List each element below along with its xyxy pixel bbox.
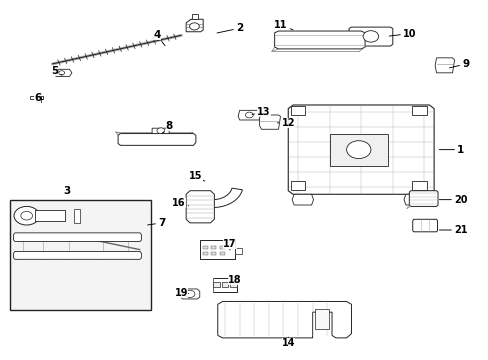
Polygon shape	[152, 128, 169, 134]
Bar	[211, 252, 216, 255]
Polygon shape	[180, 289, 200, 299]
Circle shape	[185, 291, 195, 297]
Text: 18: 18	[227, 275, 241, 285]
Text: 1: 1	[438, 145, 464, 155]
Polygon shape	[434, 58, 454, 73]
Text: 5: 5	[51, 66, 62, 76]
Text: 19: 19	[174, 288, 188, 297]
Polygon shape	[408, 191, 437, 206]
Bar	[35, 210, 64, 221]
Bar	[212, 282, 219, 287]
Polygon shape	[186, 19, 203, 32]
Circle shape	[14, 206, 39, 225]
Bar	[200, 240, 235, 259]
Polygon shape	[118, 134, 196, 145]
Bar	[211, 247, 216, 249]
Polygon shape	[259, 115, 280, 129]
Polygon shape	[238, 111, 261, 120]
Polygon shape	[291, 194, 313, 205]
Circle shape	[21, 211, 32, 220]
Circle shape	[363, 31, 378, 42]
Text: 12: 12	[277, 118, 294, 128]
Text: 6: 6	[34, 93, 42, 103]
Polygon shape	[200, 188, 242, 207]
Text: 2: 2	[217, 23, 243, 33]
Bar	[203, 252, 207, 255]
Polygon shape	[14, 233, 141, 242]
Text: 21: 21	[438, 225, 467, 235]
Polygon shape	[217, 301, 351, 338]
Bar	[74, 208, 80, 223]
Circle shape	[59, 71, 64, 75]
Text: 11: 11	[274, 19, 292, 30]
Bar	[411, 181, 426, 190]
Text: 15: 15	[189, 171, 204, 181]
Text: 7: 7	[147, 218, 165, 228]
Polygon shape	[274, 31, 365, 49]
Circle shape	[245, 112, 253, 118]
Bar	[191, 14, 198, 19]
Bar	[290, 106, 305, 115]
Bar	[30, 95, 43, 99]
Polygon shape	[186, 191, 214, 223]
Circle shape	[157, 128, 164, 134]
Bar	[221, 282, 228, 287]
Text: 20: 20	[438, 195, 467, 204]
Polygon shape	[412, 219, 437, 232]
Bar	[203, 247, 207, 249]
Text: 16: 16	[172, 198, 188, 208]
Bar	[219, 247, 224, 249]
Bar	[10, 200, 151, 310]
Bar	[230, 282, 237, 287]
Bar	[234, 248, 241, 254]
Bar	[329, 134, 387, 166]
Circle shape	[189, 23, 199, 30]
Text: 14: 14	[281, 337, 294, 347]
Text: 8: 8	[162, 121, 172, 134]
Bar	[315, 310, 328, 329]
Text: 3: 3	[63, 186, 70, 196]
Text: 13: 13	[252, 107, 270, 117]
Polygon shape	[403, 194, 425, 205]
Bar	[36, 98, 41, 103]
Text: 4: 4	[153, 30, 164, 46]
Bar	[219, 252, 224, 255]
Polygon shape	[14, 251, 141, 259]
Bar	[290, 181, 305, 190]
Text: 17: 17	[223, 239, 236, 250]
Text: 9: 9	[448, 59, 468, 69]
Bar	[411, 106, 426, 115]
Text: 10: 10	[388, 28, 416, 39]
Circle shape	[346, 141, 370, 158]
Bar	[213, 278, 236, 292]
Polygon shape	[287, 105, 433, 194]
Polygon shape	[56, 69, 72, 76]
Polygon shape	[348, 27, 392, 46]
